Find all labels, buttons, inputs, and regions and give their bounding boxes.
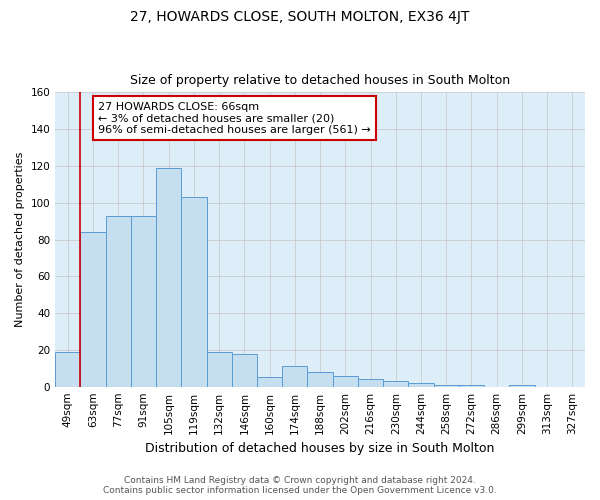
Bar: [459, 385, 484, 386]
Bar: [55, 352, 80, 386]
Y-axis label: Number of detached properties: Number of detached properties: [15, 152, 25, 327]
Text: 27 HOWARDS CLOSE: 66sqm
← 3% of detached houses are smaller (20)
96% of semi-det: 27 HOWARDS CLOSE: 66sqm ← 3% of detached…: [98, 102, 371, 134]
Bar: [383, 381, 409, 386]
X-axis label: Distribution of detached houses by size in South Molton: Distribution of detached houses by size …: [145, 442, 495, 455]
Bar: [358, 380, 383, 386]
Bar: [206, 352, 232, 386]
Bar: [80, 232, 106, 386]
Bar: [156, 168, 181, 386]
Bar: [181, 197, 206, 386]
Text: Contains HM Land Registry data © Crown copyright and database right 2024.
Contai: Contains HM Land Registry data © Crown c…: [103, 476, 497, 495]
Bar: [509, 385, 535, 386]
Bar: [332, 376, 358, 386]
Bar: [307, 372, 332, 386]
Bar: [434, 385, 459, 386]
Bar: [232, 354, 257, 386]
Title: Size of property relative to detached houses in South Molton: Size of property relative to detached ho…: [130, 74, 510, 87]
Text: 27, HOWARDS CLOSE, SOUTH MOLTON, EX36 4JT: 27, HOWARDS CLOSE, SOUTH MOLTON, EX36 4J…: [130, 10, 470, 24]
Bar: [106, 216, 131, 386]
Bar: [409, 383, 434, 386]
Bar: [257, 378, 282, 386]
Bar: [282, 366, 307, 386]
Bar: [131, 216, 156, 386]
